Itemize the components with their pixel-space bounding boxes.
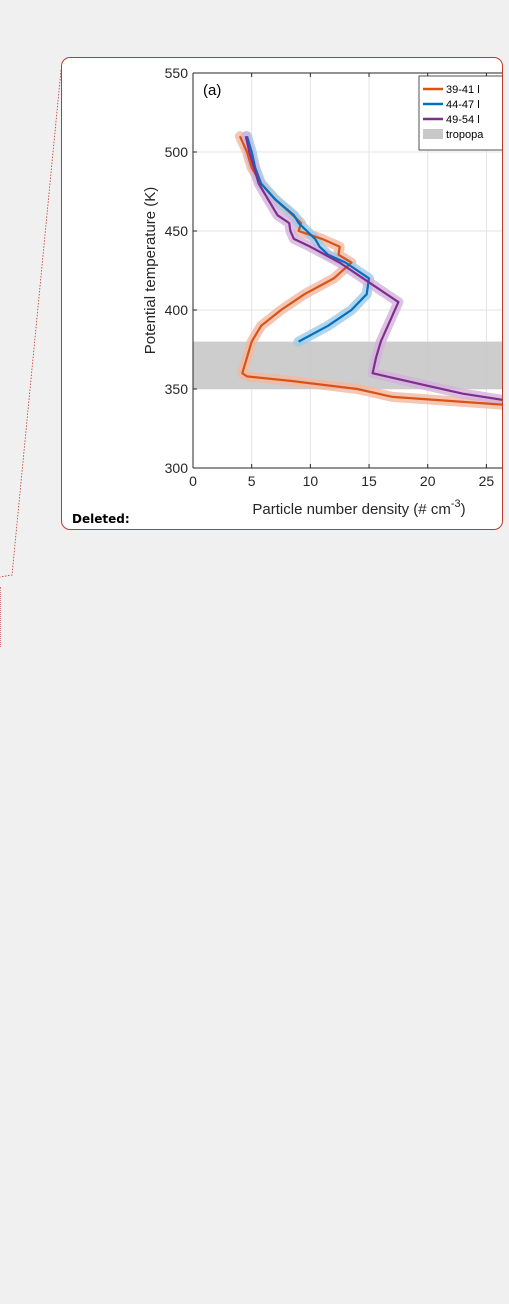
x-axis-label-close: ) [461, 501, 466, 518]
legend-label-tropopause: tropopa [446, 129, 484, 141]
y-axis-label: Potential temperature (K) [142, 187, 159, 355]
x-tick-label: 5 [248, 473, 256, 489]
deleted-label: Deleted: [72, 512, 130, 526]
comment-leader-tick [0, 587, 5, 647]
x-axis-label-main: Particle number density (# cm [252, 501, 450, 518]
x-tick-label: 25 [479, 473, 495, 489]
x-tick-label: 10 [303, 473, 319, 489]
legend-label-2: 49-54 l [446, 114, 480, 126]
y-tick-label: 450 [165, 223, 189, 239]
y-tick-label: 550 [165, 65, 189, 81]
comment-balloon[interactable]: 0 5 10 15 20 25 300 350 400 450 500 550 (a) Potential… [61, 57, 503, 530]
x-axis-label: Particle number density (# cm-3) [252, 498, 465, 518]
series-line-1 [245, 135, 371, 343]
legend-swatch-tropopause [423, 129, 443, 139]
x-tick-label: 15 [361, 473, 377, 489]
series-line-2 [244, 135, 502, 401]
x-tick-label: 20 [420, 473, 436, 489]
y-tick-label: 300 [165, 460, 189, 476]
legend-label-0: 39-41 l [446, 84, 480, 96]
y-tick-label: 500 [165, 144, 189, 160]
panel-label: (a) [203, 82, 221, 99]
y-tick-label: 400 [165, 302, 189, 318]
legend-label-1: 44-47 l [446, 99, 480, 111]
y-tick-label: 350 [165, 381, 189, 397]
x-tick-label: 0 [189, 473, 197, 489]
chart: 0 5 10 15 20 25 300 350 400 450 500 550 (a) Potential… [142, 65, 502, 518]
x-axis-label-exponent: -3 [451, 498, 461, 510]
